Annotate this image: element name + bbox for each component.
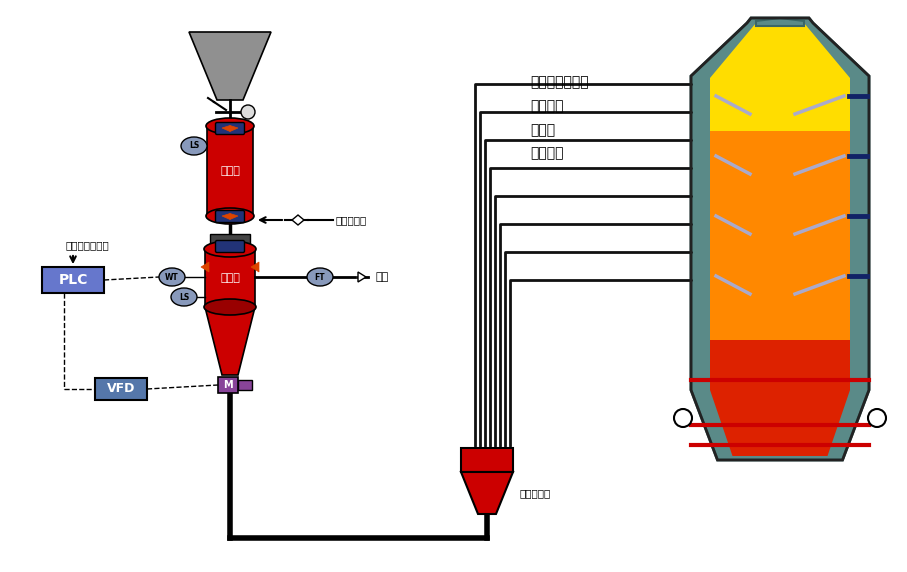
Bar bbox=[238, 380, 252, 390]
Ellipse shape bbox=[171, 288, 197, 306]
Ellipse shape bbox=[204, 241, 256, 257]
Text: LS: LS bbox=[189, 141, 200, 150]
Bar bbox=[95, 378, 147, 400]
Polygon shape bbox=[201, 262, 209, 272]
Polygon shape bbox=[205, 307, 255, 375]
Polygon shape bbox=[461, 472, 513, 514]
Ellipse shape bbox=[206, 208, 254, 224]
Polygon shape bbox=[222, 125, 230, 132]
Text: FT: FT bbox=[315, 272, 326, 281]
FancyBboxPatch shape bbox=[216, 210, 245, 223]
Text: 流化加压气: 流化加压气 bbox=[335, 215, 366, 225]
Text: 气源: 气源 bbox=[375, 272, 388, 282]
Circle shape bbox=[674, 409, 692, 427]
Bar bbox=[42, 267, 104, 293]
Text: WT: WT bbox=[165, 272, 179, 281]
Polygon shape bbox=[710, 23, 850, 146]
Text: M: M bbox=[223, 380, 233, 390]
Ellipse shape bbox=[159, 268, 185, 286]
Bar bbox=[461, 448, 513, 472]
Polygon shape bbox=[189, 32, 271, 100]
Text: VFD: VFD bbox=[107, 383, 135, 395]
Polygon shape bbox=[230, 125, 238, 132]
Polygon shape bbox=[251, 262, 259, 272]
Polygon shape bbox=[230, 213, 238, 220]
Bar bbox=[210, 234, 250, 246]
Ellipse shape bbox=[181, 137, 207, 155]
Polygon shape bbox=[292, 215, 304, 225]
Text: PLC: PLC bbox=[58, 273, 88, 287]
Text: 收料罐: 收料罐 bbox=[220, 166, 240, 176]
Polygon shape bbox=[710, 340, 850, 456]
Polygon shape bbox=[358, 272, 366, 282]
Text: 给料量连续可调: 给料量连续可调 bbox=[65, 240, 109, 250]
Text: 循环流化床锅炉
炼鐵高炉
燔炼炉
炼钓电炉: 循环流化床锅炉 炼鐵高炉 燔炼炉 炼钓电炉 bbox=[530, 75, 589, 161]
Text: 管路分配器: 管路分配器 bbox=[519, 488, 551, 498]
Circle shape bbox=[868, 409, 886, 427]
Bar bbox=[207, 126, 253, 216]
Text: 喀吹罐: 喀吹罐 bbox=[220, 273, 240, 283]
Text: LS: LS bbox=[179, 292, 190, 301]
Circle shape bbox=[241, 105, 255, 119]
Ellipse shape bbox=[307, 268, 333, 286]
Bar bbox=[205, 249, 255, 307]
FancyBboxPatch shape bbox=[216, 122, 245, 134]
Polygon shape bbox=[710, 131, 850, 350]
Polygon shape bbox=[222, 213, 230, 220]
Polygon shape bbox=[756, 18, 804, 26]
Polygon shape bbox=[691, 18, 869, 460]
FancyBboxPatch shape bbox=[216, 240, 245, 252]
Bar bbox=[218, 377, 238, 393]
Ellipse shape bbox=[206, 118, 254, 134]
Ellipse shape bbox=[204, 299, 256, 315]
